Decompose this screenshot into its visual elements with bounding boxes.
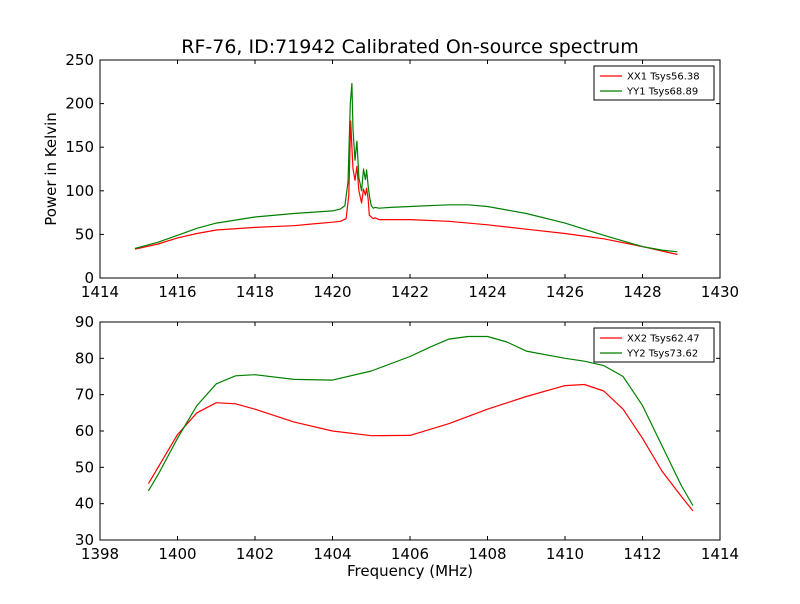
legend-label: YY2 Tsys73.62 — [626, 349, 698, 360]
x-tick-label: 1420 — [313, 283, 351, 301]
series-line-xx — [134, 120, 678, 256]
figure-title: RF-76, ID:71942 Calibrated On-source spe… — [181, 36, 638, 58]
x-tick-label: 1418 — [236, 283, 274, 301]
y-tick-label: 50 — [75, 458, 94, 476]
y-tick-label: 70 — [75, 386, 94, 404]
x-tick-label: 1422 — [391, 283, 429, 301]
y-tick-label: 150 — [65, 138, 94, 156]
x-tick-label: 1414 — [701, 545, 739, 563]
y-tick-label: 40 — [75, 495, 94, 513]
x-tick-label: 1430 — [701, 283, 739, 301]
y-tick-label: 250 — [65, 51, 94, 69]
x-tick-label: 1416 — [158, 283, 196, 301]
series-line-yy — [147, 335, 694, 506]
y-tick-label: 90 — [75, 313, 94, 331]
y-tick-label: 50 — [75, 225, 94, 243]
x-tick-label: 1398 — [81, 545, 119, 563]
x-tick-label: 1404 — [313, 545, 351, 563]
legend-label: XX1 Tsys56.38 — [627, 72, 700, 83]
x-tick-label: 1412 — [623, 545, 661, 563]
y-tick-label: 60 — [75, 422, 94, 440]
x-tick-label: 1406 — [391, 545, 429, 563]
y-tick-label: 100 — [65, 182, 94, 200]
x-tick-label: 1428 — [623, 283, 661, 301]
legend-label: YY1 Tsys68.89 — [626, 87, 698, 98]
y-tick-label: 200 — [65, 95, 94, 113]
x-tick-label: 1424 — [468, 283, 506, 301]
x-axis-label: Frequency (MHz) — [347, 562, 473, 580]
x-tick-label: 1426 — [546, 283, 584, 301]
y-tick-label: 0 — [84, 269, 94, 287]
legend-box — [593, 327, 715, 363]
x-tick-label: 1400 — [158, 545, 196, 563]
series-line-xx — [147, 383, 694, 512]
x-tick-label: 1410 — [546, 545, 584, 563]
legend-box — [593, 65, 715, 101]
legend-label: XX2 Tsys62.47 — [627, 334, 700, 345]
legend: XX1 Tsys56.38 YY1 Tsys68.89 — [593, 65, 715, 101]
y-axis-label: Power in Kelvin — [42, 112, 60, 226]
x-tick-label: 1402 — [236, 545, 274, 563]
series-line-yy — [134, 82, 678, 253]
top-panel: 1414 1416 1418 1420 1422 1424 1426 1428 1430 0 50 1… — [42, 51, 739, 301]
legend: XX2 Tsys62.47 YY2 Tsys73.62 — [593, 327, 715, 363]
x-tick-label: 1414 — [81, 283, 119, 301]
bottom-panel: 1398 1400 1402 1404 1406 1408 1410 1412 1414 30 40… — [75, 313, 739, 580]
x-tick-label: 1408 — [468, 545, 506, 563]
y-tick-label: 30 — [75, 531, 94, 549]
y-tick-label: 80 — [75, 349, 94, 367]
